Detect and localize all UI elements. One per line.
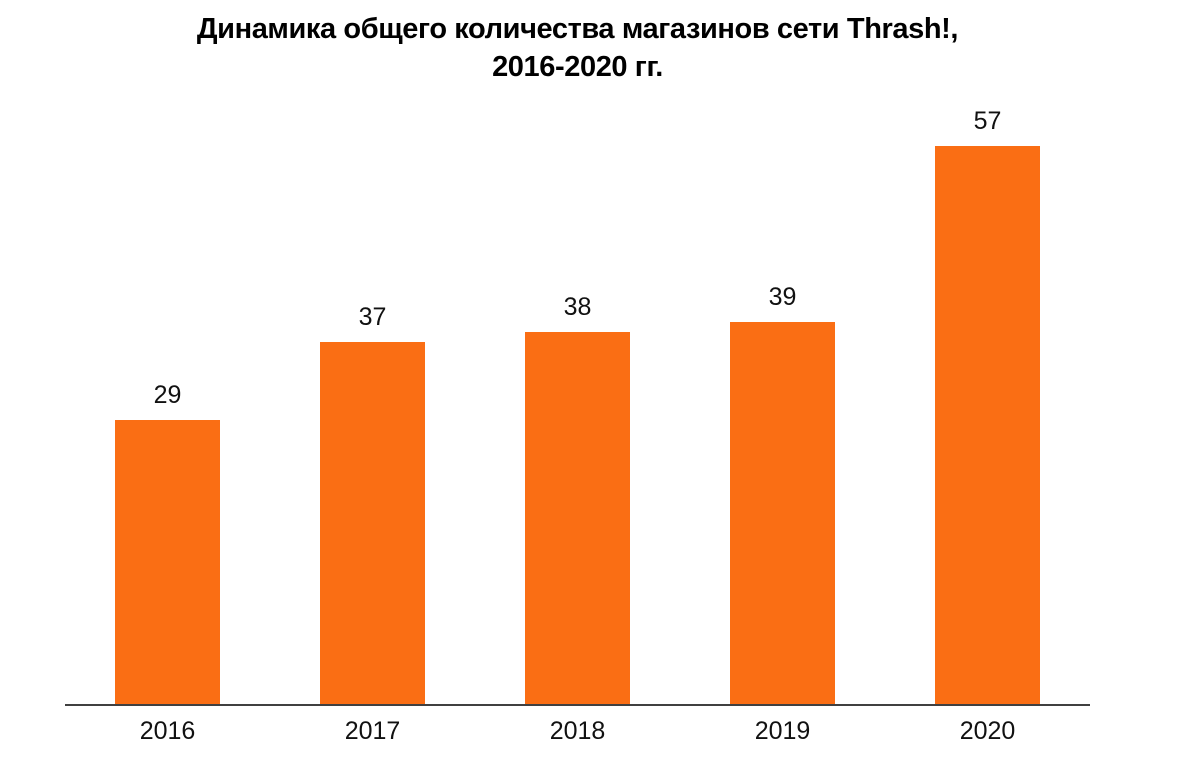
x-axis-label: 2018 — [549, 717, 606, 745]
bar-2019 — [730, 322, 835, 704]
x-axis-label: 2019 — [754, 717, 811, 745]
x-axis-label: 2020 — [959, 717, 1016, 745]
bar-value-label: 37 — [358, 303, 387, 331]
bar-2017 — [320, 342, 425, 704]
bar-value-label: 29 — [153, 381, 182, 409]
x-axis-label: 2016 — [139, 717, 196, 745]
bar-value-label: 57 — [973, 107, 1002, 135]
chart-title-line2: 2016-2020 гг. — [492, 51, 663, 83]
plot-area: 29 2016 37 2017 38 2018 39 2019 57 2020 — [65, 87, 1090, 745]
bar-value-label: 39 — [768, 283, 797, 311]
bar-2020 — [935, 146, 1040, 704]
x-axis-line — [65, 704, 1090, 706]
chart-title: Динамика общего количества магазинов сет… — [65, 10, 1090, 86]
bar-2018 — [525, 332, 630, 704]
chart-title-line1: Динамика общего количества магазинов сет… — [196, 13, 959, 45]
bar-value-label: 38 — [563, 293, 592, 321]
x-axis-label: 2017 — [344, 717, 401, 745]
bar-2016 — [115, 420, 220, 704]
